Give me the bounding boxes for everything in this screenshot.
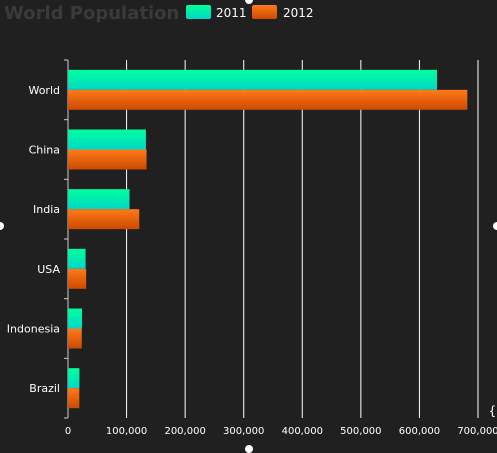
- bar-world-2011[interactable]: [68, 69, 437, 90]
- bars: [68, 69, 468, 409]
- bar-china-2011[interactable]: [68, 129, 146, 150]
- x-tick-label: 0: [65, 426, 71, 437]
- x-tick-label: 300,000: [223, 426, 264, 437]
- resize-handle-left[interactable]: [0, 222, 4, 230]
- bar-india-2012[interactable]: [68, 209, 140, 230]
- x-tick-label: 200,000: [164, 426, 205, 437]
- x-tick-label: 600,000: [399, 426, 440, 437]
- resize-handle-top[interactable]: [245, 0, 253, 4]
- legend-label-2011[interactable]: 2011: [216, 6, 247, 20]
- legend-label-2012[interactable]: 2012: [283, 6, 314, 20]
- category-labels: World China India USA Indonesia Brazil: [7, 84, 61, 395]
- category-label: China: [29, 144, 60, 157]
- legend-swatch-2012[interactable]: [252, 5, 277, 19]
- y-axis: [64, 59, 69, 419]
- resize-handle-bottom[interactable]: [245, 445, 253, 453]
- bar-indonesia-2012[interactable]: [68, 328, 82, 349]
- category-label: Indonesia: [7, 323, 60, 336]
- bar-usa-2012[interactable]: [68, 268, 87, 289]
- category-label: World: [28, 84, 60, 97]
- legend: 2011 2012: [186, 5, 314, 20]
- corner-bracket-icon: {: [488, 404, 496, 418]
- category-label: USA: [37, 263, 60, 276]
- bar-indonesia-2011[interactable]: [68, 308, 83, 329]
- x-tick-label: 100,000: [106, 426, 147, 437]
- grid-lines: [126, 60, 479, 418]
- x-tick-label: 400,000: [282, 426, 323, 437]
- resize-handle-right[interactable]: [493, 222, 497, 230]
- x-tick-label: 500,000: [340, 426, 381, 437]
- legend-swatch-2011[interactable]: [186, 5, 211, 19]
- chart-title: World Population: [4, 3, 179, 24]
- bar-brazil-2011[interactable]: [68, 368, 80, 389]
- bar-india-2011[interactable]: [68, 189, 130, 210]
- category-label: Brazil: [29, 382, 60, 395]
- x-axis-ticks: 0 100,000 200,000 300,000 400,000 500,000 600,…: [65, 426, 497, 437]
- bar-usa-2011[interactable]: [68, 248, 86, 269]
- bar-world-2012[interactable]: [68, 89, 468, 110]
- bar-brazil-2012[interactable]: [68, 388, 80, 409]
- category-label: India: [33, 203, 60, 216]
- bar-china-2012[interactable]: [68, 149, 147, 170]
- x-tick-label: 700,000: [457, 426, 497, 437]
